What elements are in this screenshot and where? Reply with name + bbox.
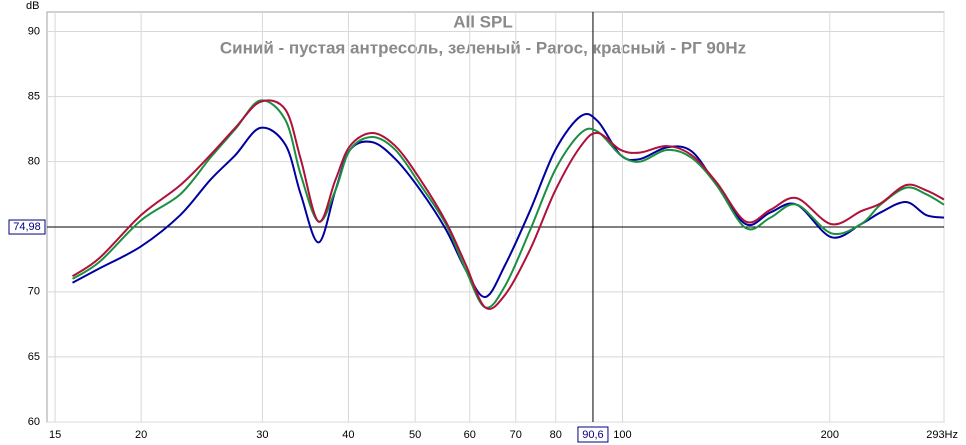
x-cursor-box	[577, 426, 609, 443]
x-tick-label: 70	[510, 429, 522, 441]
y-tick-label: 60	[28, 416, 40, 428]
plot-area	[46, 11, 945, 423]
x-tick-label: 100	[613, 429, 631, 441]
x-tick-label: 80	[550, 429, 562, 441]
y-tick-label: 85	[28, 91, 40, 103]
y-axis-label: dB	[26, 0, 39, 12]
y-cursor-box	[8, 219, 46, 235]
x-tick-label: 20	[135, 429, 147, 441]
x-tick-label: 293Hz	[926, 429, 958, 441]
chart-title: All SPL	[453, 12, 513, 31]
y-tick-label: 90	[28, 25, 40, 37]
x-tick-label: 30	[256, 429, 268, 441]
y-tick-label: 70	[28, 286, 40, 298]
x-tick-label: 15	[49, 429, 61, 441]
y-tick-label: 65	[28, 351, 40, 363]
x-tick-label: 50	[409, 429, 421, 441]
series-line	[71, 99, 945, 309]
x-tick-label: 200	[821, 429, 839, 441]
x-tick-label: 40	[342, 429, 354, 441]
y-tick-label: 80	[28, 156, 40, 168]
chart-subtitle: Синий - пустая антресоль, зеленый - Paro…	[220, 38, 746, 57]
y-cursor-label: 74,98	[13, 221, 41, 233]
x-cursor-label: 90,6	[582, 429, 603, 441]
series-line	[71, 99, 945, 310]
x-tick-label: 60	[464, 429, 476, 441]
